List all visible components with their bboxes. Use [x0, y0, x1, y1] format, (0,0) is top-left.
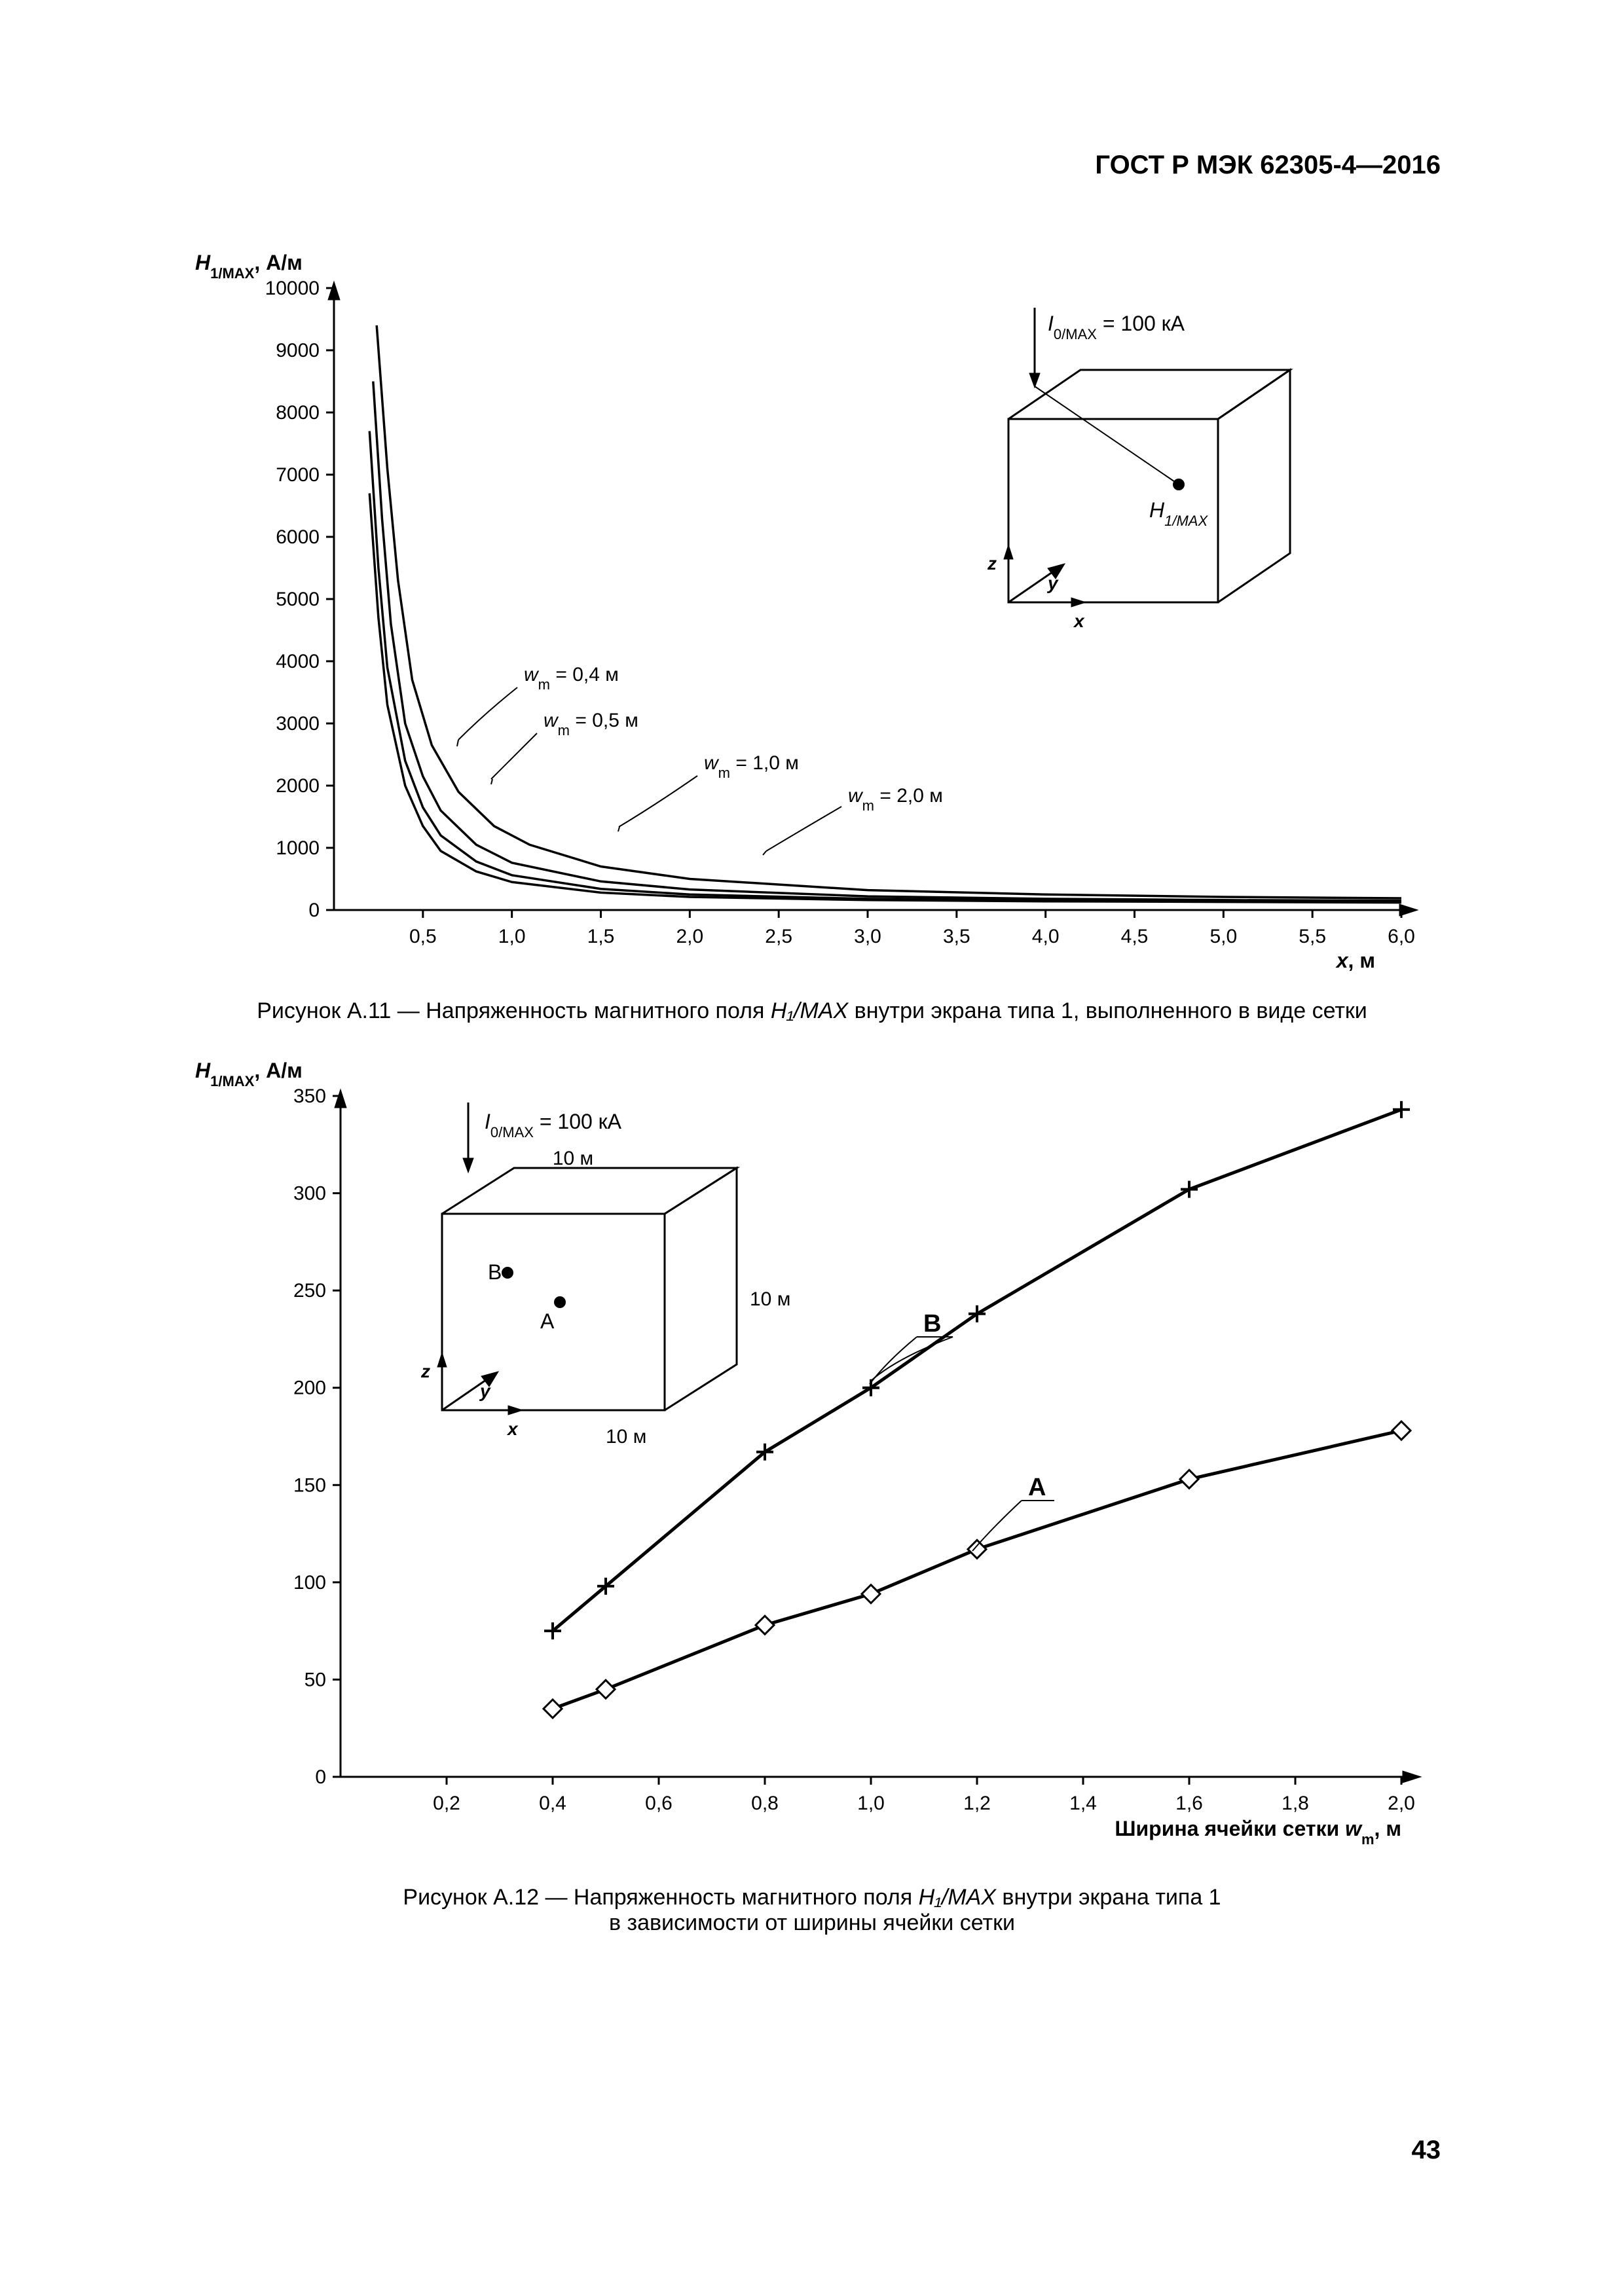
- x-ticks: 0,5 1,0 1,5 2,0 2,5 3,0 3,5 4,0 4,5 5,0 5,5 6,0: [409, 910, 1415, 947]
- svg-text:0,4: 0,4: [539, 1793, 566, 1814]
- svg-text:x: x: [1073, 611, 1085, 631]
- chart-a11: H1/MAX, А/м 0 1000 2000 3000 4000 5000 6000 700…: [170, 242, 1454, 982]
- svg-text:B: B: [488, 1260, 502, 1284]
- svg-text:6000: 6000: [276, 526, 320, 548]
- svg-text:200: 200: [293, 1377, 326, 1399]
- svg-text:0,2: 0,2: [433, 1793, 460, 1814]
- svg-text:1000: 1000: [276, 837, 320, 859]
- svg-text:2000: 2000: [276, 775, 320, 797]
- inset-i0max: I0/MAX = 100 кА: [1048, 312, 1185, 342]
- svg-text:2,0: 2,0: [676, 926, 703, 947]
- svg-text:250: 250: [293, 1280, 326, 1302]
- svg-text:1,8: 1,8: [1282, 1793, 1309, 1814]
- y-ticks: 0 50 100 150 200 250 300 350: [293, 1085, 341, 1788]
- wm10-label: wm = 1,0 м: [704, 752, 799, 781]
- inset-h1max: H1/MAX: [1149, 498, 1208, 529]
- fig-a12-caption: Рисунок А.12 — Напряженность магнитного …: [170, 1885, 1454, 1936]
- svg-text:1,0: 1,0: [857, 1793, 885, 1814]
- svg-text:1,2: 1,2: [963, 1793, 991, 1814]
- svg-text:1,5: 1,5: [587, 926, 615, 947]
- svg-text:1,6: 1,6: [1175, 1793, 1203, 1814]
- svg-text:A: A: [540, 1309, 555, 1333]
- svg-text:3000: 3000: [276, 713, 320, 735]
- svg-text:z: z: [987, 553, 997, 574]
- svg-text:100: 100: [293, 1572, 326, 1594]
- svg-text:1,4: 1,4: [1069, 1793, 1097, 1814]
- svg-text:7000: 7000: [276, 464, 320, 486]
- x-axis-label: x, м: [1335, 949, 1375, 972]
- x-ticks: 0,2 0,4 0,6 0,8 1,0 1,2 1,4 1,6 1,8 2,0: [433, 1777, 1415, 1814]
- series-group: [544, 1101, 1411, 1718]
- inset-cube: I0/MAX = 100 кА 10 м 10 м 10 м A B: [420, 1102, 790, 1448]
- page-number: 43: [1412, 2136, 1441, 2165]
- svg-text:0: 0: [308, 900, 320, 921]
- chart-a12: H1/MAX, А/м 0 50 100 150 200 250 300 350 0,2 0,4…: [170, 1050, 1454, 1862]
- svg-text:5,5: 5,5: [1299, 926, 1326, 947]
- series-group: [369, 325, 1401, 903]
- svg-text:1,0: 1,0: [498, 926, 526, 947]
- svg-text:2,5: 2,5: [765, 926, 792, 947]
- series-A-label: A: [1028, 1474, 1046, 1501]
- x-axis-label: Ширина ячейки сетки wm, м: [1115, 1817, 1401, 1848]
- svg-text:0,6: 0,6: [645, 1793, 673, 1814]
- inset-i0max: I0/MAX = 100 кА: [485, 1110, 622, 1140]
- svg-text:0,8: 0,8: [751, 1793, 779, 1814]
- svg-text:x: x: [506, 1419, 519, 1439]
- svg-text:2,0: 2,0: [1388, 1793, 1415, 1814]
- svg-text:3,0: 3,0: [854, 926, 881, 947]
- svg-text:3,5: 3,5: [943, 926, 970, 947]
- svg-text:y: y: [1046, 573, 1059, 593]
- wm04-label: wm = 0,4 м: [524, 664, 619, 693]
- doc-header: ГОСТ Р МЭК 62305-4—2016: [1095, 151, 1441, 180]
- y-ticks: 0 1000 2000 3000 4000 5000 6000 7000 8000 9000 100…: [265, 278, 334, 921]
- fig-a11-caption: Рисунок А.11 — Напряженность магнитного …: [170, 998, 1454, 1024]
- svg-text:0: 0: [315, 1766, 326, 1788]
- curve-labels: wm = 0,4 м wm = 0,5 м wm = 1,0 м wm = 2,…: [457, 664, 943, 855]
- svg-text:4,0: 4,0: [1032, 926, 1060, 947]
- figure-a11: H1/MAX, А/м 0 1000 2000 3000 4000 5000 6000 700…: [170, 242, 1454, 1024]
- svg-text:8000: 8000: [276, 402, 320, 424]
- svg-text:10000: 10000: [265, 278, 320, 299]
- wm05-label: wm = 0,5 м: [544, 710, 638, 738]
- y-axis-label: H1/MAX, А/м: [195, 1059, 303, 1089]
- svg-text:50: 50: [304, 1669, 326, 1690]
- svg-text:4000: 4000: [276, 651, 320, 672]
- svg-text:300: 300: [293, 1183, 326, 1205]
- svg-text:10 м: 10 м: [553, 1148, 593, 1169]
- figure-a12: H1/MAX, А/м 0 50 100 150 200 250 300 350 0,2 0,4…: [170, 1050, 1454, 1936]
- svg-text:150: 150: [293, 1474, 326, 1496]
- series-B-label: B: [923, 1310, 941, 1338]
- svg-text:0,5: 0,5: [409, 926, 437, 947]
- svg-text:10 м: 10 м: [606, 1426, 646, 1448]
- svg-text:6,0: 6,0: [1388, 926, 1415, 947]
- svg-text:9000: 9000: [276, 340, 320, 361]
- svg-text:5000: 5000: [276, 589, 320, 610]
- svg-text:5,0: 5,0: [1209, 926, 1237, 947]
- inset-cube: I0/MAX = 100 кА H1/MAX z y: [987, 308, 1290, 631]
- svg-text:350: 350: [293, 1085, 326, 1107]
- svg-text:4,5: 4,5: [1121, 926, 1149, 947]
- svg-text:y: y: [479, 1381, 491, 1401]
- wm20-label: wm = 2,0 м: [848, 785, 943, 814]
- svg-text:z: z: [420, 1361, 430, 1381]
- axes-group: [328, 282, 1418, 916]
- svg-text:10 м: 10 м: [750, 1288, 790, 1310]
- y-axis-label: H1/MAX, А/м: [195, 251, 303, 282]
